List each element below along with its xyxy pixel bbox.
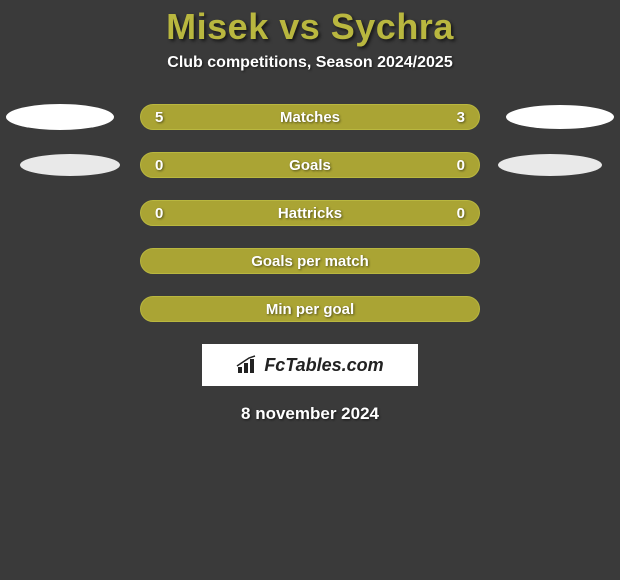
stat-label: Goals — [289, 157, 331, 174]
stat-bar: Min per goal — [140, 296, 480, 322]
stat-row: 5 Matches 3 — [0, 104, 620, 130]
bar-chart-icon — [236, 355, 260, 375]
stat-row: Goals per match — [0, 248, 620, 274]
left-ellipse — [20, 154, 120, 176]
stat-right-value: 0 — [457, 157, 465, 174]
left-ellipse — [6, 104, 114, 130]
right-ellipse — [498, 154, 602, 176]
right-ellipse — [506, 105, 614, 129]
stat-bar: Goals per match — [140, 248, 480, 274]
stat-label: Matches — [280, 109, 340, 126]
date-text: 8 november 2024 — [0, 404, 620, 424]
stat-right-value: 3 — [457, 109, 465, 126]
stat-left-value: 0 — [155, 205, 163, 222]
infographic-container: Misek vs Sychra Club competitions, Seaso… — [0, 0, 620, 424]
stat-rows: 5 Matches 3 0 Goals 0 0 Hattricks 0 Goals per mat… — [0, 104, 620, 322]
page-title: Misek vs Sychra — [0, 6, 620, 48]
stat-left-value: 0 — [155, 157, 163, 174]
stat-right-value: 0 — [457, 205, 465, 222]
stat-row: Min per goal — [0, 296, 620, 322]
stat-left-value: 5 — [155, 109, 163, 126]
stat-bar: 0 Hattricks 0 — [140, 200, 480, 226]
stat-bar: 5 Matches 3 — [140, 104, 480, 130]
subtitle: Club competitions, Season 2024/2025 — [0, 54, 620, 72]
stat-label: Goals per match — [251, 253, 369, 270]
stat-label: Hattricks — [278, 205, 342, 222]
stat-label: Min per goal — [266, 301, 354, 318]
stat-row: 0 Goals 0 — [0, 152, 620, 178]
logo-box: FcTables.com — [202, 344, 418, 386]
logo-text: FcTables.com — [264, 355, 383, 376]
stat-row: 0 Hattricks 0 — [0, 200, 620, 226]
stat-bar: 0 Goals 0 — [140, 152, 480, 178]
